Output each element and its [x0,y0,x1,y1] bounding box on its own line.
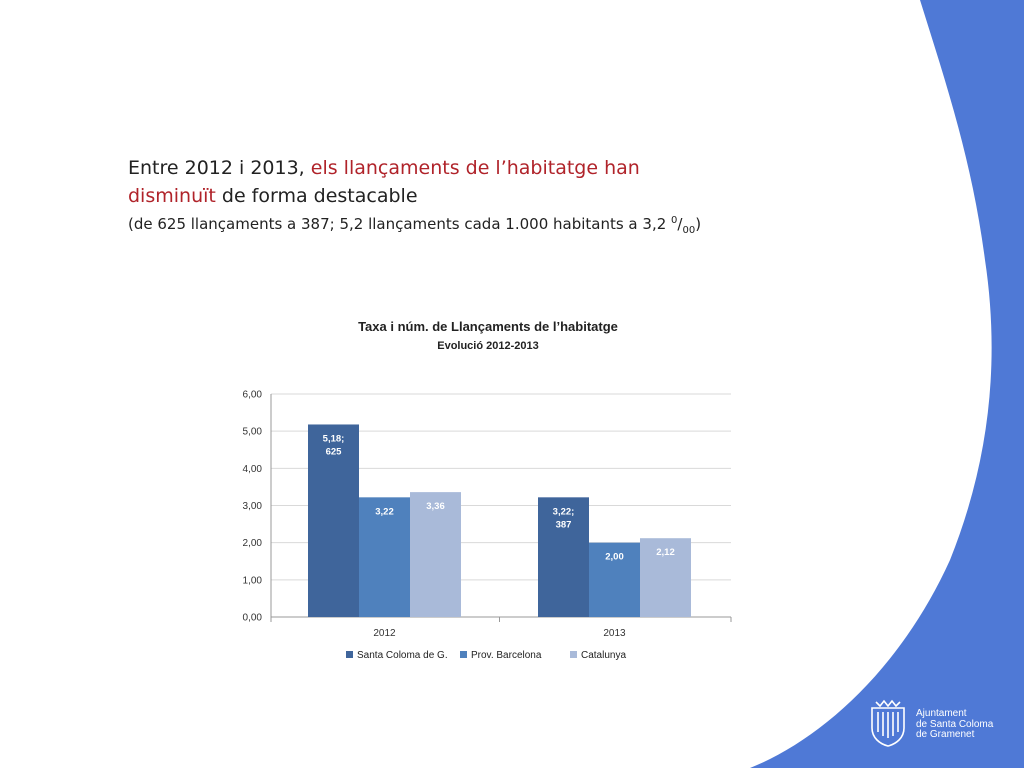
legend-swatch [346,651,353,658]
bar-data-label: 3,22; 387 [553,506,575,530]
headline-detail-text: (de 625 llançaments a 387; 5,2 llançamen… [128,215,672,233]
per-mille-slash: / [677,215,683,233]
bar [308,424,359,617]
bars [308,424,691,617]
ajuntament-logo: Ajuntament de Santa Coloma de Gramenet [866,698,1016,750]
per-mille-sup: 0 [671,215,678,226]
headline-highlight-1: els llançaments de l’habitatge han [310,157,640,179]
bar [538,497,589,617]
bar-data-label: 2,00 [605,552,624,563]
y-tick-label: 6,00 [243,390,263,401]
x-axis: 2012 2013 [270,617,732,639]
bar [359,497,410,617]
x-tick-label: 2012 [373,628,396,639]
chart-title: Taxa i núm. de Llançaments de l’habitatg… [358,319,618,334]
headline-text-2: de forma destacable [215,185,418,207]
legend-label: Catalunya [581,650,626,661]
legend-label: Santa Coloma de G. [357,650,448,661]
bar [589,542,640,617]
coat-of-arms-icon [871,699,905,747]
y-tick-label: 5,00 [243,427,263,438]
y-axis-ticks: 0,00 1,00 2,00 3,00 4,00 5,00 6,00 [243,390,263,624]
bar [640,538,691,617]
bar-data-label: 2,12 [656,547,675,558]
logo-line2: de Santa Coloma [916,718,994,730]
headline-line1: Entre 2012 i 2013, els llançaments de l’… [128,154,828,182]
headline-text-1: Entre 2012 i 2013, [128,157,311,179]
x-tick-label: 2013 [603,628,626,639]
logo-line1: Ajuntament [916,708,967,719]
bar-labels: 5,18; 625 3,22; 387 3,22 2,00 3,36 2,12 [323,433,675,562]
y-tick-label: 0,00 [243,613,263,624]
logo-text: Ajuntament de Santa Coloma de Gramenet [916,708,994,741]
bar-data-label: 3,22 [375,506,394,517]
headline-line2: disminuït de forma destacable [128,182,828,210]
legend-swatch [460,651,467,658]
y-tick-label: 1,00 [243,575,263,586]
legend-swatch [570,651,577,658]
bar [410,492,461,617]
y-tick-label: 2,00 [243,538,263,549]
headline-detail: (de 625 llançaments a 387; 5,2 llançamen… [128,210,828,242]
headline-highlight-2: disminuït [128,185,216,207]
logo-line3: de Gramenet [916,729,975,740]
y-tick-label: 4,00 [243,464,263,475]
headline: Entre 2012 i 2013, els llançaments de l’… [128,154,828,242]
chart-subtitle: Evolució 2012-2013 [437,340,539,352]
y-tick-label: 3,00 [243,501,263,512]
legend-label: Prov. Barcelona [471,650,542,661]
bar-data-label: 3,36 [426,501,445,512]
per-mille-sub: 00 [682,225,696,236]
legend: Santa Coloma de G. Prov. Barcelona Catalun… [346,650,626,661]
blue-wave-shape [750,0,1024,768]
headline-detail-close: ) [695,215,702,233]
bar-data-label: 5,18; 625 [323,433,345,457]
